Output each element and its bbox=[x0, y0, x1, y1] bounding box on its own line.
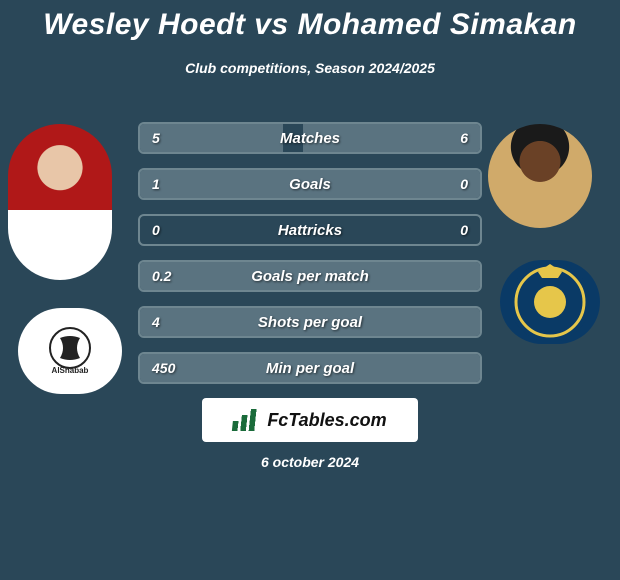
player-right-avatar bbox=[488, 124, 592, 228]
club-left-logo: AlShabab bbox=[18, 308, 122, 394]
brand-text: FcTables.com bbox=[267, 410, 386, 431]
stat-value-left: 0.2 bbox=[140, 268, 210, 284]
stat-value-right: 6 bbox=[410, 130, 480, 146]
stat-row: 0.2Goals per match bbox=[138, 260, 482, 292]
stat-value-left: 4 bbox=[140, 314, 210, 330]
stat-value-left: 450 bbox=[140, 360, 210, 376]
page-title: Wesley Hoedt vs Mohamed Simakan bbox=[0, 0, 620, 42]
svg-text:AlShabab: AlShabab bbox=[52, 366, 89, 375]
stat-row: 450Min per goal bbox=[138, 352, 482, 384]
stat-row: 1Goals0 bbox=[138, 168, 482, 200]
date-label: 6 october 2024 bbox=[0, 454, 620, 470]
stat-label: Shots per goal bbox=[210, 314, 410, 331]
stat-value-left: 5 bbox=[140, 130, 210, 146]
stat-value-left: 1 bbox=[140, 176, 210, 192]
stat-label: Matches bbox=[210, 130, 410, 147]
stat-label: Goals per match bbox=[210, 268, 410, 285]
player-left-avatar bbox=[8, 124, 112, 280]
stat-value-right: 0 bbox=[410, 176, 480, 192]
stat-label: Hattricks bbox=[210, 222, 410, 239]
stats-table: 5Matches61Goals00Hattricks00.2Goals per … bbox=[138, 122, 482, 398]
stat-row: 5Matches6 bbox=[138, 122, 482, 154]
stat-label: Min per goal bbox=[210, 360, 410, 377]
stat-value-left: 0 bbox=[140, 222, 210, 238]
brand-icon bbox=[232, 409, 262, 431]
stat-label: Goals bbox=[210, 176, 410, 193]
stat-row: 0Hattricks0 bbox=[138, 214, 482, 246]
stat-row: 4Shots per goal bbox=[138, 306, 482, 338]
subtitle: Club competitions, Season 2024/2025 bbox=[0, 60, 620, 76]
club-right-logo bbox=[500, 260, 600, 344]
brand-badge: FcTables.com bbox=[202, 398, 418, 442]
stat-value-right: 0 bbox=[410, 222, 480, 238]
